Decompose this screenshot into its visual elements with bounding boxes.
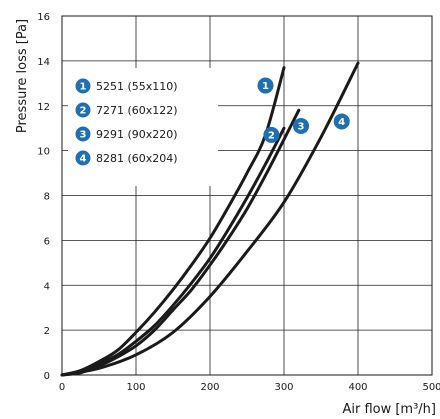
y-tick-label: 2 <box>44 326 50 337</box>
legend-badge-circle <box>75 102 91 118</box>
x-axis-title: Air flow [m³/h] <box>342 402 436 417</box>
x-tick-label: 500 <box>422 382 440 393</box>
legend-badge-number: 2 <box>80 106 87 117</box>
series-line-4 <box>60 61 360 377</box>
legend-item: 1 5251 (55x110) <box>75 78 178 94</box>
y-tick-label: 14 <box>37 57 50 68</box>
legend-label: 7271 (60x122) <box>96 104 178 117</box>
legend-badge-number: 4 <box>80 154 87 165</box>
curve-badge-4: 4 <box>333 113 350 130</box>
curve-badges: 1 2 3 4 <box>257 77 350 143</box>
badge-circle <box>293 117 310 134</box>
y-tick-label: 4 <box>44 281 50 292</box>
legend: 1 5251 (55x110) 2 7271 (60x122) 3 9291 (90x22… <box>68 68 218 186</box>
badge-number: 4 <box>338 117 345 128</box>
series-line-3 <box>60 108 301 377</box>
plot-frame <box>61 15 433 376</box>
badge-number: 1 <box>262 81 269 92</box>
legend-item: 2 7271 (60x122) <box>75 102 178 118</box>
legend-item: 4 8281 (60x204) <box>75 150 178 166</box>
legend-badge-number: 1 <box>80 82 87 93</box>
legend-label: 5251 (55x110) <box>96 80 178 93</box>
badge-circle <box>333 113 350 130</box>
y-tick-label: 0 <box>44 371 50 382</box>
legend-badge-circle <box>75 126 91 142</box>
series-line-1 <box>60 66 286 377</box>
legend-badge-circle <box>75 150 91 166</box>
badge-circle <box>257 77 274 94</box>
x-tick-label: 200 <box>200 382 219 393</box>
legend-label: 8281 (60x204) <box>96 152 178 165</box>
series-lines <box>60 61 360 377</box>
curve-badge-1: 1 <box>257 77 274 94</box>
curve-badge-3: 3 <box>293 117 310 134</box>
y-tick-label: 8 <box>44 192 50 203</box>
legend-background <box>68 68 218 186</box>
badge-circle <box>263 126 280 143</box>
x-tick-label: 100 <box>126 382 145 393</box>
series-line-2 <box>60 126 286 377</box>
y-tick-label: 12 <box>37 102 50 113</box>
y-axis-title: Pressure loss [Pa] <box>15 19 30 133</box>
legend-item: 3 9291 (90x220) <box>75 126 178 142</box>
curve-badge-2: 2 <box>263 126 280 143</box>
legend-badge-circle <box>75 78 91 94</box>
x-tick-label: 300 <box>274 382 293 393</box>
y-tick-label: 6 <box>44 236 50 247</box>
legend-label: 9291 (90x220) <box>96 128 178 141</box>
y-tick-label: 16 <box>37 12 50 23</box>
x-tick-label: 400 <box>348 382 367 393</box>
badge-number: 2 <box>268 130 275 141</box>
y-tick-label: 10 <box>37 147 50 158</box>
badge-number: 3 <box>298 121 305 132</box>
legend-badge-number: 3 <box>80 130 87 141</box>
x-tick-label: 0 <box>59 382 65 393</box>
